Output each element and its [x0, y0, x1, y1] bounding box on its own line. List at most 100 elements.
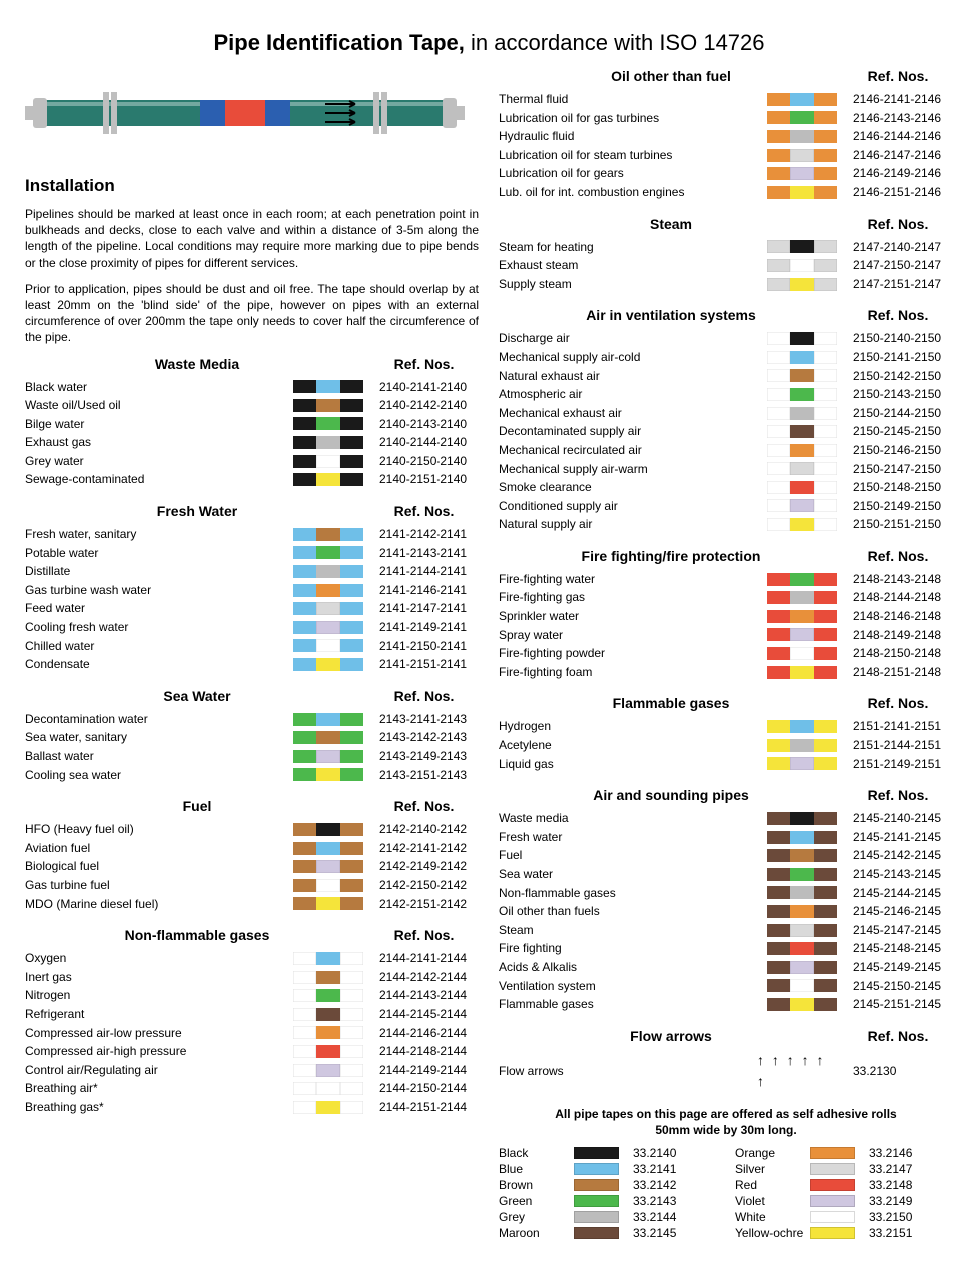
row-label: Hydraulic fluid — [499, 127, 767, 146]
color-swatch — [767, 591, 837, 604]
table-row: Lub. oil for int. combustion engines2146… — [499, 183, 953, 202]
category-name: Fresh Water — [25, 503, 369, 519]
legend-swatch — [574, 1163, 619, 1175]
row-label: Nitrogen — [25, 986, 293, 1005]
category-name: Fuel — [25, 798, 369, 814]
row-label: Fire-fighting gas — [499, 588, 767, 607]
ref-number: 2147-2151-2147 — [853, 275, 953, 294]
table-row: Sewage-contaminated2140-2151-2140 — [25, 470, 479, 489]
ref-number: 2146-2151-2146 — [853, 183, 953, 202]
ref-number: 2145-2141-2145 — [853, 828, 953, 847]
legend-name: Silver — [735, 1162, 810, 1176]
row-label: Natural supply air — [499, 515, 767, 534]
table-row: Fire-fighting foam2148-2151-2148 — [499, 663, 953, 682]
ref-number: 2144-2143-2144 — [379, 986, 479, 1005]
ref-number: 2151-2149-2151 — [853, 755, 953, 774]
table-row: Biological fuel2142-2149-2142 — [25, 857, 479, 876]
ref-number: 2140-2150-2140 — [379, 452, 479, 471]
table-row: Inert gas2144-2142-2144 — [25, 968, 479, 987]
table-row: Discharge air2150-2140-2150 — [499, 329, 953, 348]
color-swatch — [767, 111, 837, 124]
row-label: Natural exhaust air — [499, 367, 767, 386]
row-label: Thermal fluid — [499, 90, 767, 109]
category-table: Sea WaterRef. Nos.Decontamination water2… — [25, 688, 479, 784]
legend-row: White33.2150 — [735, 1210, 953, 1224]
category-name: Non-flammable gases — [25, 927, 369, 943]
category-table: Fresh WaterRef. Nos.Fresh water, sanitar… — [25, 503, 479, 674]
ref-number: 2140-2144-2140 — [379, 433, 479, 452]
legend-name: Orange — [735, 1146, 810, 1160]
table-row: Fresh water, sanitary2141-2142-2141 — [25, 525, 479, 544]
color-swatch — [293, 621, 363, 634]
ref-number: 2141-2146-2141 — [379, 581, 479, 600]
ref-number: 2150-2146-2150 — [853, 441, 953, 460]
legend-row: Black 33.2140 — [499, 1146, 717, 1160]
table-row: Mechanical exhaust air2150-2144-2150 — [499, 404, 953, 423]
title-rest: in accordance with ISO 14726 — [465, 30, 765, 55]
row-label: Lubrication oil for gears — [499, 164, 767, 183]
ref-number: 2145-2151-2145 — [853, 995, 953, 1014]
table-row: Mechanical supply air-cold2150-2141-2150 — [499, 348, 953, 367]
color-swatch — [767, 369, 837, 382]
ref-number: 2142-2150-2142 — [379, 876, 479, 895]
category-table: Flow arrowsRef. Nos.Flow arrows↑ ↑ ↑ ↑ ↑… — [499, 1028, 953, 1093]
table-row: Ballast water2143-2149-2143 — [25, 747, 479, 766]
color-swatch — [293, 750, 363, 763]
color-swatch — [767, 849, 837, 862]
page-title: Pipe Identification Tape, in accordance … — [25, 30, 953, 56]
table-row: Atmospheric air2150-2143-2150 — [499, 385, 953, 404]
row-label: Gas turbine fuel — [25, 876, 293, 895]
color-swatch — [767, 332, 837, 345]
color-swatch — [293, 436, 363, 449]
color-swatch — [767, 757, 837, 770]
ref-number: 2150-2145-2150 — [853, 422, 953, 441]
ref-number: 2145-2142-2145 — [853, 846, 953, 865]
ref-header: Ref. Nos. — [843, 695, 953, 711]
row-label: Control air/Regulating air — [25, 1061, 293, 1080]
row-label: Mechanical recirculated air — [499, 441, 767, 460]
table-row: Breathing gas*2144-2151-2144 — [25, 1098, 479, 1117]
category-name: Air and sounding pipes — [499, 787, 843, 803]
table-row: Thermal fluid2146-2141-2146 — [499, 90, 953, 109]
ref-number: 2150-2143-2150 — [853, 385, 953, 404]
row-label: Steam — [499, 921, 767, 940]
row-label: Feed water — [25, 599, 293, 618]
legend-swatch — [810, 1163, 855, 1175]
table-row: Black water2140-2141-2140 — [25, 378, 479, 397]
title-bold: Pipe Identification Tape, — [213, 30, 464, 55]
table-row: Sprinkler water2148-2146-2148 — [499, 607, 953, 626]
row-label: Acids & Alkalis — [499, 958, 767, 977]
table-row: MDO (Marine diesel fuel)2142-2151-2142 — [25, 895, 479, 914]
ref-number: 2150-2151-2150 — [853, 515, 953, 534]
color-swatch — [293, 897, 363, 910]
row-label: Mechanical exhaust air — [499, 404, 767, 423]
legend-code: 33.2144 — [633, 1210, 676, 1224]
color-swatch — [293, 823, 363, 836]
ref-number: 2140-2151-2140 — [379, 470, 479, 489]
table-row: Fire fighting2145-2148-2145 — [499, 939, 953, 958]
legend-name: Black — [499, 1146, 574, 1160]
ref-number: 2147-2140-2147 — [853, 238, 953, 257]
row-label: Non-flammable gases — [499, 884, 767, 903]
legend-code: 33.2140 — [633, 1146, 676, 1160]
ref-number: 2145-2149-2145 — [853, 958, 953, 977]
legend-name: Violet — [735, 1194, 810, 1208]
ref-number: 2148-2151-2148 — [853, 663, 953, 682]
ref-number: 2141-2147-2141 — [379, 599, 479, 618]
ref-number: 2150-2141-2150 — [853, 348, 953, 367]
category-table: Air and sounding pipesRef. Nos.Waste med… — [499, 787, 953, 1014]
table-row: Fire-fighting gas2148-2144-2148 — [499, 588, 953, 607]
ref-number: 2146-2143-2146 — [853, 109, 953, 128]
ref-header: Ref. Nos. — [843, 68, 953, 84]
legend-swatch — [810, 1211, 855, 1223]
category-table: Non-flammable gasesRef. Nos.Oxygen2144-2… — [25, 927, 479, 1116]
category-table: Air in ventilation systemsRef. Nos.Disch… — [499, 307, 953, 534]
row-label: Breathing gas* — [25, 1098, 293, 1117]
row-label: Chilled water — [25, 637, 293, 656]
table-row: Exhaust steam2147-2150-2147 — [499, 256, 953, 275]
legend-swatch — [574, 1179, 619, 1191]
color-swatch — [767, 610, 837, 623]
legend-row: Grey33.2144 — [499, 1210, 717, 1224]
color-swatch — [767, 518, 837, 531]
legend-code: 33.2142 — [633, 1178, 676, 1192]
